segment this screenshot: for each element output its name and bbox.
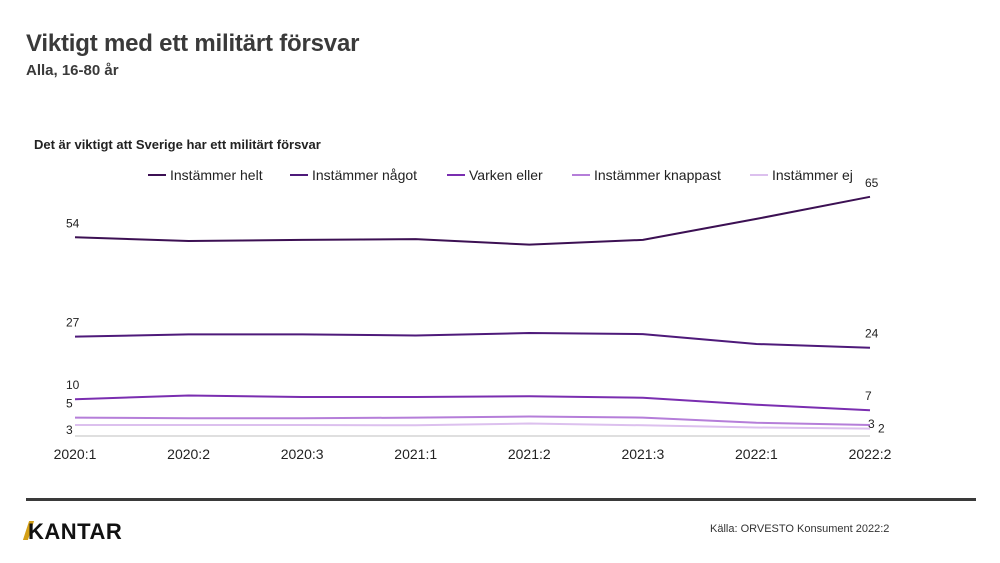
x-tick-label: 2020:3 [281,446,324,462]
data-label: 7 [865,389,872,403]
chart-lines [74,195,871,430]
legend-label-varken-eller: Varken eller [469,167,543,183]
series-line-instämmer-knappast [74,415,871,426]
data-label: 24 [865,327,879,341]
x-tick-label: 2021:1 [394,446,437,462]
x-tick-label: 2022:1 [735,446,778,462]
x-tick-label: 2021:2 [508,446,551,462]
footer-divider [26,498,976,501]
data-label: 3 [868,417,875,431]
series-line-instämmer-helt [74,195,871,246]
x-tick-label: 2020:1 [54,446,97,462]
kantar-logo: KANTAR [28,519,123,544]
series-line-varken-eller [74,394,871,412]
legend-label-instämmer-knappast: Instämmer knappast [594,167,721,183]
x-tick-label: 2022:2 [849,446,892,462]
source-note: Källa: ORVESTO Konsument 2022:2 [710,523,890,535]
data-label: 27 [66,316,80,330]
data-label: 10 [66,378,80,392]
series-line-instämmer-ej [75,422,871,430]
data-label: 65 [865,176,879,190]
legend-label-instämmer-helt: Instämmer helt [170,167,263,183]
page-title: Viktigt med ett militärt försvar [26,30,360,57]
x-tick-label: 2020:2 [167,446,210,462]
data-label: 5 [66,397,73,411]
chart-title: Det är viktigt att Sverige har ett milit… [34,137,321,152]
chart-legend: Instämmer helt Instämmer något Varken elle… [148,167,853,183]
legend-label-instämmer-ej: Instämmer ej [772,167,853,183]
data-label: 3 [66,423,73,437]
chart-x-axis: 2020:1 2020:2 2020:3 2021:1 2021:2 2021:3 2022… [54,435,892,462]
x-tick-label: 2021:3 [621,446,664,462]
data-label: 54 [66,216,80,230]
data-label: 2 [878,422,885,436]
legend-label-instämmer-något: Instämmer något [312,167,417,183]
series-line-instämmer-något [74,332,871,349]
page-subtitle: Alla, 16-80 år [26,62,119,79]
